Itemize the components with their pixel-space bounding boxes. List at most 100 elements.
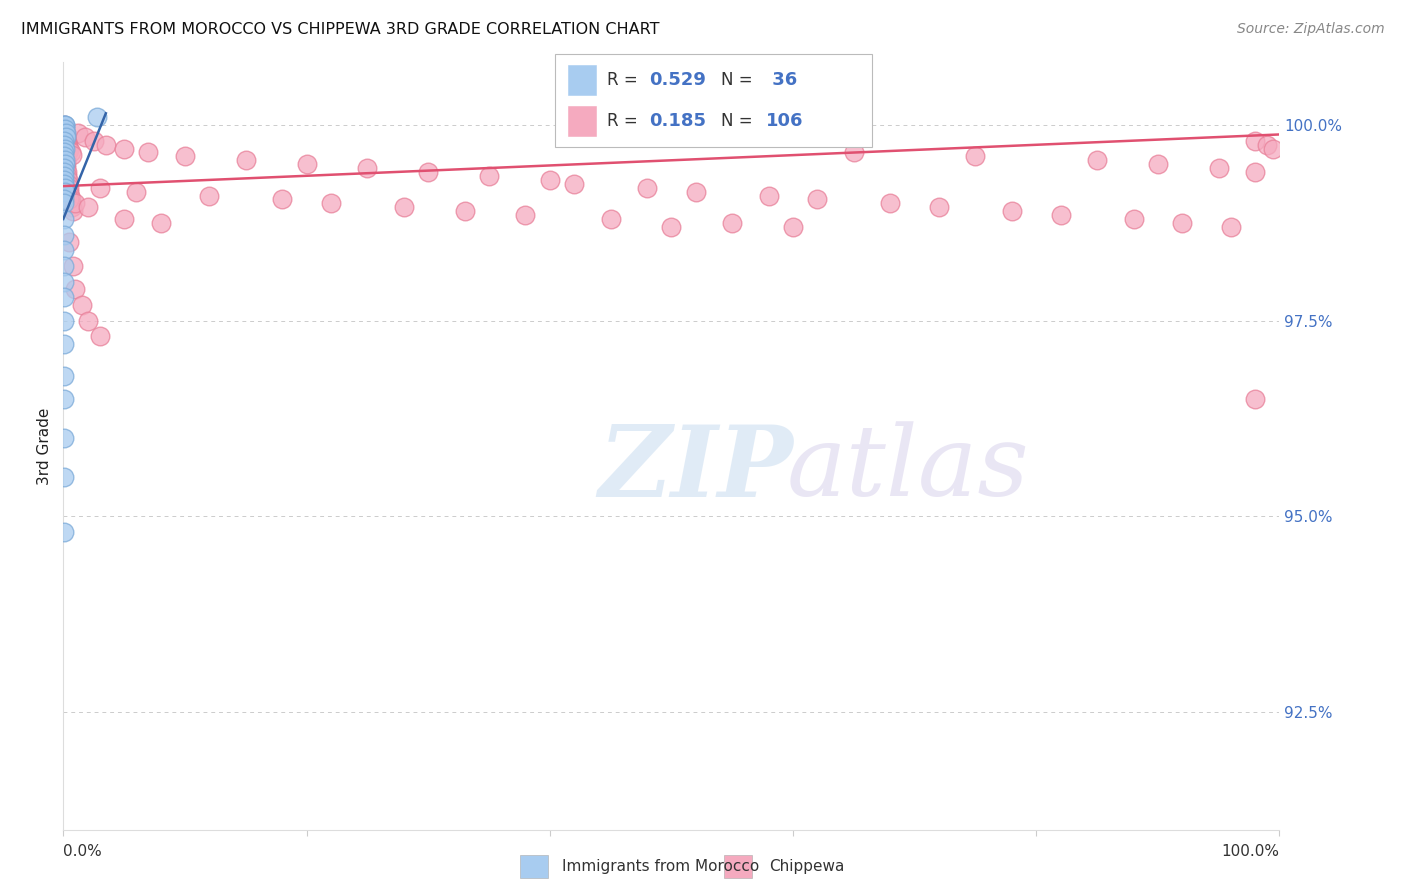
Point — [53, 337, 76, 351]
Point — [53, 177, 76, 191]
Point — [53, 173, 76, 187]
Point — [60, 196, 83, 211]
Point — [53, 126, 76, 140]
Point — [636, 180, 658, 194]
Point — [55, 136, 77, 151]
Point — [55, 153, 77, 168]
Point — [62, 259, 84, 273]
Point — [55, 136, 77, 150]
Point — [60, 148, 83, 162]
Point — [782, 219, 804, 234]
Text: 100.0%: 100.0% — [1222, 844, 1279, 859]
Point — [55, 165, 77, 179]
Point — [56, 173, 79, 187]
Point — [53, 137, 76, 152]
Point — [685, 185, 707, 199]
Point — [60, 200, 83, 214]
Point — [89, 180, 111, 194]
Point — [1085, 153, 1108, 168]
Point — [55, 130, 77, 145]
Point — [53, 145, 76, 160]
Point — [1263, 142, 1285, 156]
Point — [53, 118, 76, 132]
Point — [53, 142, 76, 156]
Point — [62, 204, 84, 219]
Text: Chippewa: Chippewa — [769, 859, 845, 873]
Point — [138, 145, 160, 160]
Point — [1208, 161, 1230, 175]
Point — [478, 169, 501, 183]
Point — [56, 169, 79, 183]
Point — [55, 126, 77, 140]
Point — [59, 145, 82, 160]
Point — [53, 118, 76, 132]
Point — [55, 157, 77, 171]
Point — [418, 165, 440, 179]
Point — [758, 188, 780, 202]
Y-axis label: 3rd Grade: 3rd Grade — [37, 408, 52, 484]
Point — [53, 142, 76, 156]
Point — [1244, 392, 1267, 406]
Point — [75, 129, 97, 144]
Point — [53, 525, 76, 540]
Point — [965, 149, 987, 163]
Point — [55, 122, 77, 136]
Point — [56, 138, 79, 153]
Point — [56, 137, 79, 152]
Point — [174, 149, 197, 163]
Point — [112, 142, 135, 156]
Text: N =: N = — [721, 70, 758, 88]
Point — [356, 161, 378, 175]
Point — [53, 128, 76, 142]
Point — [125, 185, 148, 199]
Point — [53, 196, 76, 211]
Point — [55, 161, 77, 175]
Text: 0.0%: 0.0% — [63, 844, 103, 859]
Point — [53, 193, 76, 207]
Point — [59, 193, 82, 207]
Text: 106: 106 — [766, 112, 804, 130]
Point — [53, 128, 76, 143]
Point — [53, 157, 76, 171]
Point — [53, 134, 76, 148]
Point — [58, 193, 80, 207]
Point — [235, 153, 257, 168]
Point — [76, 314, 98, 328]
Point — [53, 142, 76, 156]
Point — [53, 392, 76, 406]
Point — [149, 216, 172, 230]
Point — [1171, 216, 1194, 230]
Point — [94, 137, 117, 152]
Point — [53, 118, 76, 132]
Point — [842, 145, 865, 160]
Point — [1244, 165, 1267, 179]
Point — [721, 216, 744, 230]
Point — [562, 177, 585, 191]
Point — [55, 149, 77, 163]
Text: 36: 36 — [766, 70, 797, 88]
Point — [55, 129, 77, 144]
Point — [53, 149, 76, 163]
Point — [392, 200, 415, 214]
Point — [879, 196, 901, 211]
Point — [55, 149, 77, 163]
Text: Immigrants from Morocco: Immigrants from Morocco — [562, 859, 759, 873]
Point — [53, 169, 76, 183]
Text: 0.185: 0.185 — [650, 112, 707, 130]
Point — [928, 200, 950, 214]
Point — [53, 275, 76, 289]
Point — [58, 235, 80, 250]
Point — [53, 124, 76, 138]
Text: N =: N = — [721, 112, 758, 130]
Point — [295, 157, 318, 171]
Text: Source: ZipAtlas.com: Source: ZipAtlas.com — [1237, 22, 1385, 37]
Point — [58, 143, 80, 157]
Text: atlas: atlas — [787, 421, 1029, 516]
Point — [1244, 134, 1267, 148]
Point — [86, 110, 108, 124]
Text: R =: R = — [607, 70, 644, 88]
Point — [1049, 208, 1071, 222]
Point — [53, 145, 76, 160]
Point — [806, 193, 828, 207]
Point — [198, 188, 221, 202]
